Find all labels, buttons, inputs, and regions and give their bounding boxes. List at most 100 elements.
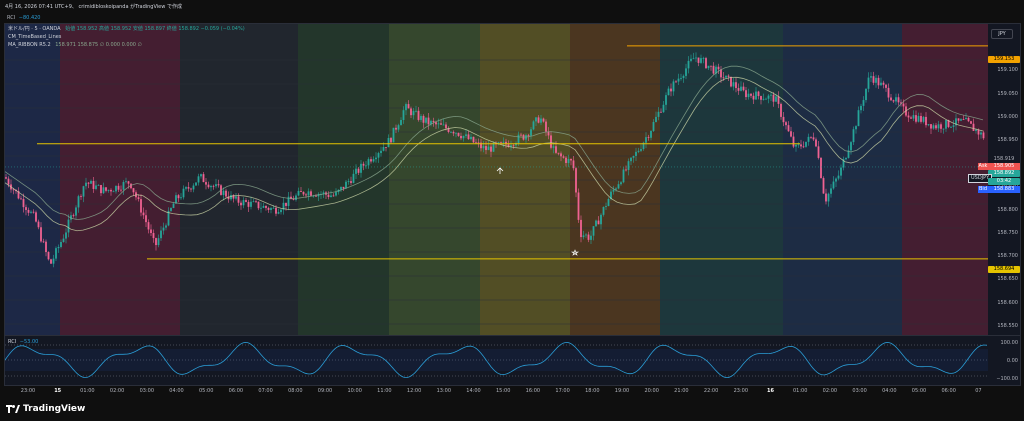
candle-body — [175, 195, 177, 204]
candle-body — [22, 198, 25, 208]
candle-body — [877, 77, 880, 86]
chart-snapshot-info: 4月 16, 2026 07:41 UTC+9、 crimidibloskoip… — [5, 4, 182, 10]
candle-body — [295, 195, 297, 200]
time-axis-tick: 05:00 — [911, 388, 927, 394]
candle-body — [432, 120, 435, 123]
candle-body — [247, 201, 250, 207]
time-axis-tick: 06:00 — [941, 388, 956, 394]
candle-body — [260, 207, 262, 209]
candle-body — [107, 189, 110, 191]
candle-body — [607, 198, 610, 207]
candle-body — [747, 93, 750, 98]
candle-body — [962, 119, 965, 120]
candle-body — [535, 117, 537, 122]
candle-body — [147, 222, 150, 230]
price-chart[interactable] — [5, 24, 988, 335]
time-axis-tick: 21:00 — [674, 388, 689, 394]
time-axis-tick: 13:00 — [436, 388, 452, 394]
candle-body — [832, 181, 835, 189]
candle-body — [460, 135, 462, 139]
candle-body — [675, 81, 677, 83]
candle-body — [197, 176, 200, 183]
candle-body — [32, 211, 35, 213]
candle-body — [425, 117, 427, 123]
candle-body — [152, 232, 155, 239]
rci-pane-divider[interactable] — [5, 335, 1020, 336]
candle-body — [172, 203, 175, 209]
time-axis-tick: 10:00 — [347, 388, 362, 394]
candle-body — [897, 97, 900, 103]
candle-body — [755, 91, 757, 100]
session-band — [298, 24, 389, 335]
candle-body — [17, 191, 20, 199]
candle-body — [862, 100, 865, 106]
legend-indicator-2-row[interactable]: MA_RIBBON R5.2 158.971 158.875 ∅ 0.000 0… — [8, 42, 142, 49]
candle-body — [267, 207, 270, 210]
price-axis-tick: 159.100 — [997, 67, 1018, 74]
candle-body — [840, 167, 842, 176]
candle-body — [585, 234, 587, 236]
candle-body — [587, 234, 590, 240]
candle-body — [12, 189, 15, 191]
legend-symbol[interactable]: 米ドル/円 · 5 · OANDA — [8, 26, 61, 32]
rci-legend[interactable]: RCI −53.00 — [8, 339, 38, 345]
candle-body — [742, 86, 745, 91]
candle-body — [767, 95, 770, 99]
rci-chart[interactable] — [5, 336, 988, 385]
candle-body — [262, 205, 265, 208]
price-axis-tick: 158.650 — [997, 276, 1018, 283]
rci-band — [5, 349, 988, 371]
candle-body — [890, 97, 892, 101]
legend-indicator-2-values: 158.971 158.875 ∅ 0.000 0.000 ∅ — [55, 42, 142, 48]
candle-body — [382, 147, 385, 151]
legend-symbol-row[interactable]: 米ドル/円 · 5 · OANDA 始値 158.952 高値 158.952 … — [8, 26, 245, 33]
candle-body — [640, 149, 642, 151]
candle-body — [477, 142, 480, 144]
candle-body — [62, 238, 65, 243]
candle-body — [817, 146, 820, 158]
candle-body — [550, 135, 552, 148]
candle-body — [210, 185, 212, 188]
candle-body — [965, 117, 967, 120]
candle-body — [452, 131, 455, 134]
candle-body — [327, 194, 330, 198]
candle-body — [350, 181, 352, 183]
candle-body — [27, 209, 30, 213]
candle-body — [517, 134, 520, 144]
candle-body — [692, 58, 695, 60]
candle-body — [472, 136, 475, 143]
candle-body — [385, 147, 387, 148]
pane-title-value: −80.420 — [18, 15, 41, 21]
candle-body — [162, 227, 165, 231]
candle-body — [805, 141, 807, 147]
candle-body — [935, 125, 937, 129]
candle-body — [230, 195, 232, 200]
candle-body — [945, 120, 947, 129]
candle-body — [975, 129, 977, 131]
time-axis-tick: 05:00 — [198, 388, 214, 394]
legend-indicator-1[interactable]: CM_TimeBased_Lines — [8, 34, 62, 40]
candle-body — [727, 75, 730, 77]
candle-body — [712, 65, 715, 74]
pane-title-label: RCI — [7, 15, 16, 21]
candle-body — [777, 96, 780, 104]
candle-body — [245, 200, 247, 202]
candle-body — [305, 194, 307, 196]
legend-indicator-2[interactable]: MA_RIBBON R5.2 — [8, 42, 51, 48]
time-axis-tick: 06:00 — [228, 388, 244, 394]
candle-body — [65, 232, 67, 239]
time-axis-tick: 23:00 — [20, 388, 36, 394]
candle-body — [40, 227, 42, 242]
candle-body — [677, 78, 680, 82]
currency-badge[interactable]: JPY — [991, 29, 1013, 39]
rci-label[interactable]: RCI — [8, 339, 17, 345]
candle-body — [512, 145, 515, 147]
candle-body — [110, 189, 112, 192]
candle-body — [355, 168, 357, 174]
candle-body — [430, 120, 432, 125]
candle-body — [955, 118, 957, 126]
candle-body — [475, 142, 477, 144]
bid-price-label: 158.883 — [988, 186, 1020, 193]
candle-body — [880, 82, 882, 86]
candle-body — [907, 115, 910, 118]
